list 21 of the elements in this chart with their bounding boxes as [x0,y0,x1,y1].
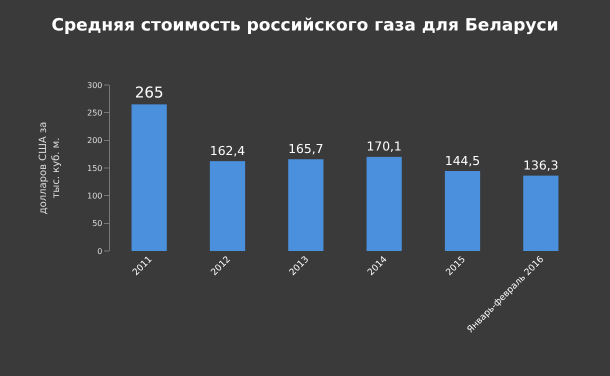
bar [210,161,246,251]
data-label: 265 [134,83,164,102]
bar [444,171,480,251]
y-tick-label: 100 [87,191,102,200]
y-axis-title: долларов США за тыс. куб. м. [38,122,62,214]
bar [366,156,402,251]
bar [523,176,558,251]
y-tick-label: 50 [92,219,102,228]
y-tick-label: 250 [87,108,102,118]
y-tick-label: 150 [87,164,102,173]
data-label: 165,7 [288,142,324,156]
y-tick-label: 200 [87,136,102,146]
data-label: 144,5 [444,154,480,168]
y-tick-label: 0 [97,246,102,256]
data-label: 170,1 [366,140,402,154]
bar [132,104,167,251]
data-label: 136,3 [523,158,558,172]
chart-title: Средняя стоимость российского газа для Беларуси [52,16,558,36]
data-label: 162,4 [210,144,246,158]
y-tick-label: 300 [87,80,102,90]
bar [288,159,324,251]
